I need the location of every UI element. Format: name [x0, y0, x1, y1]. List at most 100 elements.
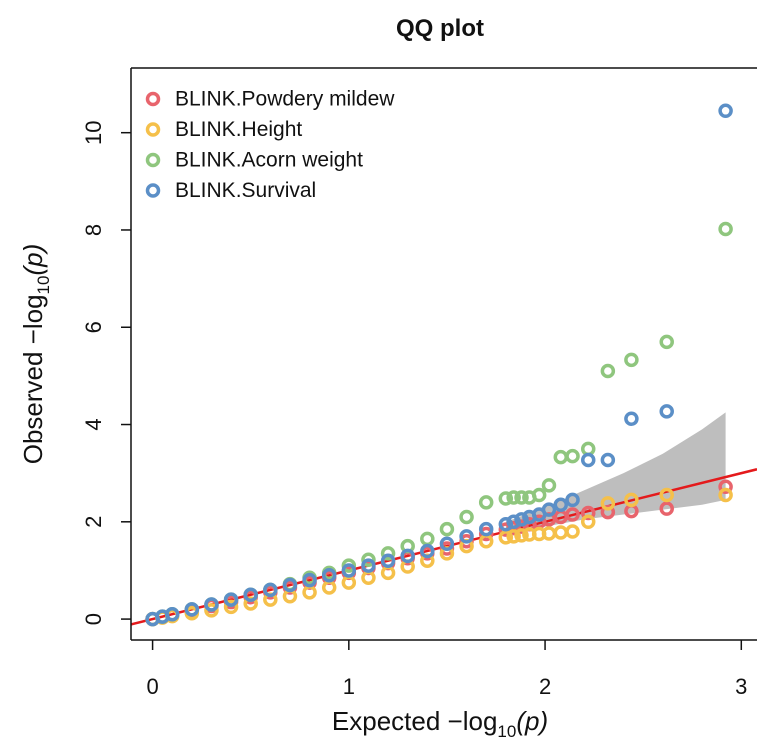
- y-tick-label: 0: [81, 613, 106, 625]
- point: [522, 509, 537, 525]
- plot-area: [131, 103, 757, 627]
- point: [223, 592, 239, 607]
- point: [514, 512, 529, 527]
- legend-label: BLINK.Acorn weight: [175, 149, 363, 172]
- point: [498, 516, 514, 532]
- point: [204, 603, 219, 618]
- point: [302, 572, 317, 588]
- y-tick-label: 2: [81, 516, 106, 528]
- point: [522, 490, 537, 505]
- point: [506, 514, 521, 530]
- point: [600, 504, 616, 520]
- point: [420, 543, 435, 559]
- y-tick-label: 4: [81, 418, 106, 430]
- point: [184, 602, 200, 617]
- legend-marker: [145, 183, 161, 198]
- x-tick-label: 3: [735, 674, 747, 699]
- point: [478, 534, 494, 549]
- point: [478, 526, 494, 542]
- point: [341, 563, 357, 578]
- point: [439, 541, 455, 556]
- y-axis-title-suffix: (p): [18, 244, 48, 276]
- point: [659, 487, 674, 503]
- chart-title: QQ plot: [396, 15, 484, 42]
- legend-marker: [145, 91, 161, 107]
- x-tick-label: 0: [146, 674, 158, 699]
- x-tick-label: 2: [539, 674, 551, 699]
- point: [420, 531, 435, 547]
- legend-marker: [145, 152, 161, 168]
- point: [302, 585, 317, 600]
- point: [659, 501, 674, 516]
- point: [439, 536, 455, 551]
- point: [514, 528, 529, 543]
- y-tick-label: 10: [81, 120, 106, 144]
- point: [514, 490, 529, 505]
- x-axis-title-text: Expected −log: [332, 706, 498, 736]
- point: [459, 534, 474, 549]
- point: [600, 496, 616, 511]
- point: [624, 492, 639, 508]
- point: [380, 553, 396, 568]
- y-axis-title: Observed −log10(p): [18, 244, 53, 465]
- point: [565, 492, 580, 508]
- point: [341, 575, 357, 590]
- point: [223, 599, 239, 615]
- point: [659, 334, 674, 350]
- point: [659, 404, 674, 419]
- y-tick-label: 6: [81, 321, 106, 333]
- point: [459, 529, 474, 544]
- point: [498, 530, 514, 545]
- y-tick-label: 8: [81, 224, 106, 236]
- point: [439, 521, 455, 537]
- point: [600, 363, 616, 379]
- legend-marker: [145, 122, 161, 137]
- point: [580, 441, 596, 457]
- point: [718, 103, 733, 119]
- point: [565, 524, 580, 539]
- point: [478, 495, 494, 510]
- x-axis-title-subscript: 10: [497, 722, 516, 741]
- x-axis-title: Expected −log10(p): [332, 706, 548, 741]
- point: [506, 529, 521, 544]
- legend-label: BLINK.Powdery mildew: [175, 88, 395, 111]
- point: [718, 221, 733, 237]
- point: [380, 546, 396, 561]
- point: [600, 452, 616, 468]
- x-tick-label: 1: [343, 674, 355, 699]
- point: [321, 568, 337, 583]
- point: [624, 411, 639, 426]
- point: [541, 478, 557, 493]
- point: [553, 525, 569, 540]
- point: [243, 587, 258, 603]
- point: [580, 514, 596, 530]
- point: [243, 596, 258, 611]
- point: [380, 565, 396, 581]
- point: [321, 580, 337, 595]
- point: [341, 558, 357, 573]
- point: [718, 487, 733, 503]
- point: [361, 570, 376, 585]
- x-axis-title-suffix: (p): [516, 706, 548, 736]
- point: [478, 521, 494, 537]
- point: [565, 448, 580, 464]
- point: [204, 597, 219, 612]
- point: [718, 479, 733, 495]
- y-axis-title-text: Observed −log: [18, 294, 48, 464]
- point: [506, 490, 521, 505]
- point: [145, 611, 160, 627]
- point: [498, 491, 514, 506]
- point: [282, 577, 298, 593]
- y-axis-title-subscript: 10: [34, 276, 53, 295]
- point: [522, 527, 537, 542]
- point: [459, 509, 474, 525]
- point: [361, 552, 376, 567]
- point: [361, 558, 376, 573]
- legend-label: BLINK.Survival: [175, 179, 316, 202]
- point: [400, 548, 415, 564]
- point: [624, 352, 639, 368]
- point: [580, 452, 596, 468]
- point: [553, 497, 569, 513]
- legend-label: BLINK.Height: [175, 118, 302, 141]
